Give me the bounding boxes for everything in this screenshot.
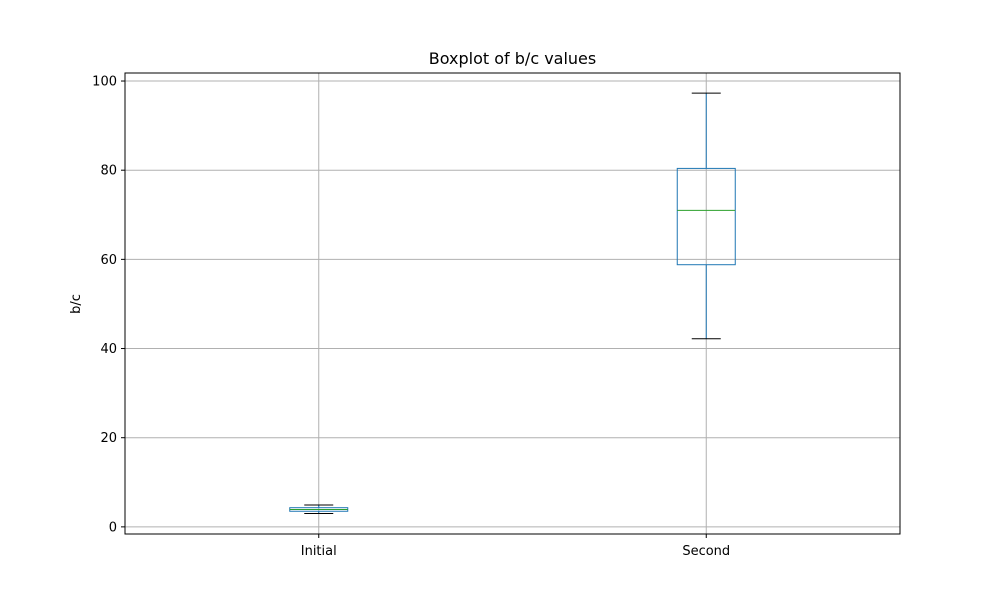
x-tick-label: Initial — [301, 544, 337, 559]
box-iqr — [676, 167, 736, 266]
y-tick-label: 100 — [92, 75, 117, 90]
tick-layer: 0 20 40 60 80 100 Initial Second — [92, 75, 730, 559]
chart-title: Boxplot of b/c values — [429, 49, 596, 68]
box-layer — [289, 92, 736, 514]
axes-frame — [124, 72, 901, 535]
y-tick-label: 60 — [100, 253, 117, 268]
y-tick-label: 40 — [100, 342, 117, 357]
grid-layer — [125, 73, 900, 534]
y-tick-label: 80 — [100, 164, 117, 179]
y-tick-label: 0 — [109, 520, 117, 535]
y-tick-label: 20 — [100, 431, 117, 446]
y-axis-label: b/c — [69, 294, 84, 314]
x-tick-label: Second — [682, 544, 730, 559]
